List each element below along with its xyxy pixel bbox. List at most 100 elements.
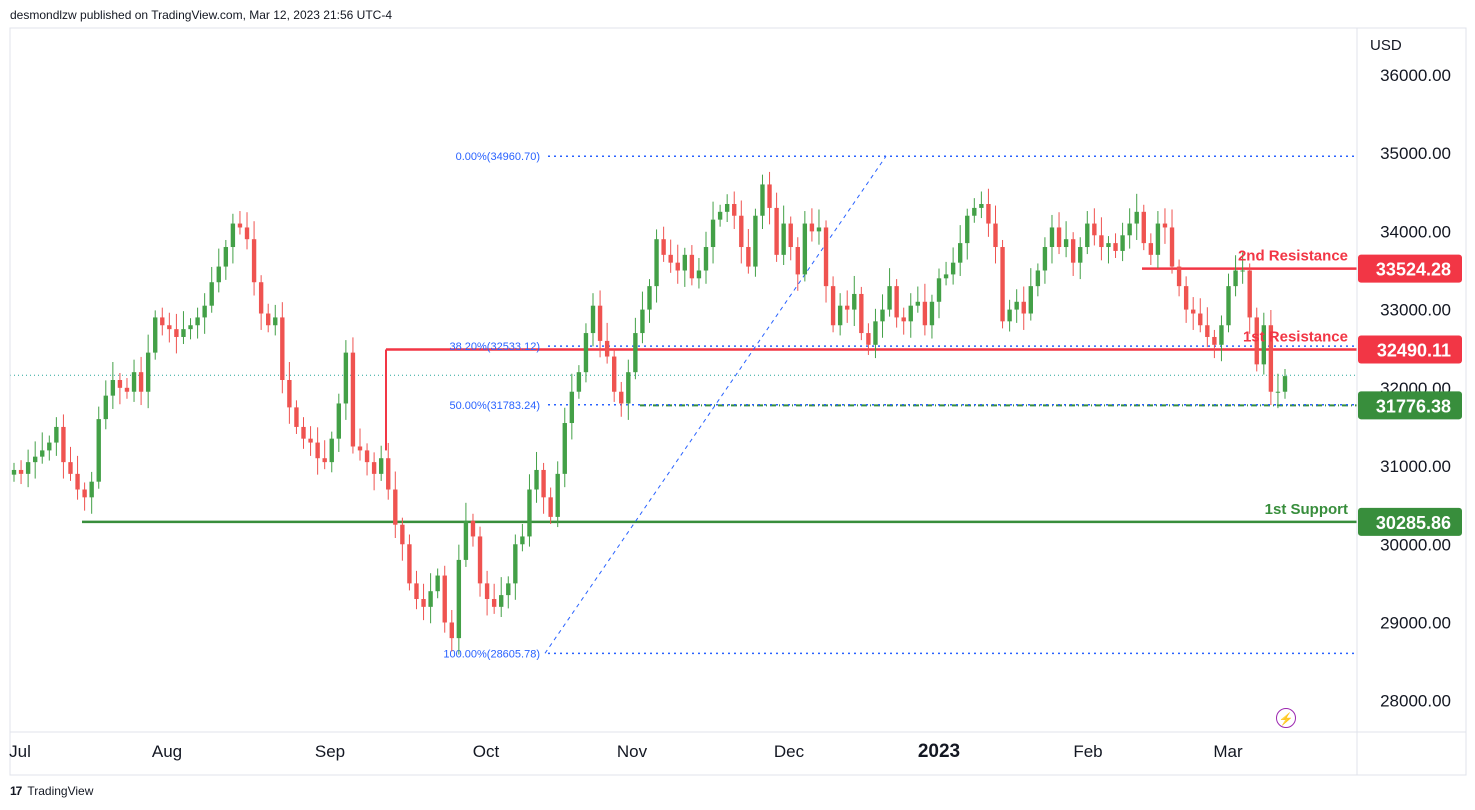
candle: [47, 435, 52, 461]
candle-body: [237, 223, 243, 228]
level-name-label: 2nd Resistance: [1238, 248, 1348, 265]
candle: [562, 407, 567, 488]
candle: [435, 568, 440, 599]
candle-body: [993, 223, 998, 248]
candle-body: [1282, 376, 1288, 392]
lightning-icon[interactable]: ⚡: [1276, 708, 1296, 728]
candle-body: [400, 524, 405, 545]
candle-body: [484, 583, 490, 600]
candle: [732, 191, 737, 230]
candle-body: [145, 352, 151, 392]
candle: [901, 307, 906, 335]
candle-body: [682, 254, 687, 271]
candle: [710, 201, 716, 264]
candle: [1092, 208, 1097, 246]
candle: [830, 276, 836, 333]
candle: [1148, 233, 1154, 266]
candle-body: [746, 247, 751, 267]
candle-body: [845, 305, 850, 310]
candle: [400, 517, 405, 561]
candle-body: [1240, 270, 1245, 272]
candle-body: [986, 204, 991, 224]
candle: [1247, 263, 1252, 334]
candle: [414, 570, 419, 610]
candle: [619, 381, 624, 417]
candle-body: [555, 473, 560, 517]
candle: [633, 317, 638, 380]
candle: [54, 417, 59, 456]
candle-body: [1092, 223, 1097, 236]
candle-body: [301, 426, 306, 439]
candle-body: [859, 293, 864, 334]
level-name-label: 1st Resistance: [1243, 328, 1348, 345]
candle-body: [258, 282, 264, 314]
candle-body: [1014, 301, 1019, 310]
candle-body: [428, 591, 433, 607]
candle: [795, 237, 800, 291]
x-tick-label: 2023: [918, 741, 960, 762]
candle: [612, 349, 617, 402]
candle-body: [1021, 301, 1026, 314]
candle: [957, 225, 963, 276]
candle-body: [640, 309, 645, 334]
candle: [82, 482, 87, 511]
candle: [576, 365, 582, 399]
candle-body: [329, 438, 334, 463]
candle: [273, 304, 278, 336]
candle: [1198, 298, 1203, 333]
candle-body: [576, 372, 582, 392]
footer-brand[interactable]: 17 TradingView: [10, 784, 93, 798]
candle-body: [894, 286, 899, 318]
candle: [237, 211, 243, 235]
candle: [181, 311, 186, 345]
candle-body: [929, 301, 935, 326]
candle-body: [294, 407, 299, 427]
candle-body: [491, 599, 497, 607]
fib-level-label: 50.00%(31783.24): [449, 400, 540, 412]
candle: [597, 290, 603, 358]
candle-body: [1120, 235, 1125, 251]
candle: [1120, 222, 1125, 262]
candle-body: [1212, 336, 1217, 345]
candle-body: [1049, 227, 1055, 248]
candle: [61, 414, 66, 479]
candle-body: [322, 458, 327, 463]
price-tag: [1358, 254, 1462, 283]
candle: [1070, 232, 1076, 276]
candle: [153, 310, 158, 360]
candle-body: [1000, 247, 1005, 322]
price-tag-label: 30285.86: [1376, 513, 1451, 533]
candle-body: [456, 559, 462, 639]
y-tick-label: 29000.00: [1380, 613, 1451, 632]
x-tick-label: Mar: [1213, 742, 1243, 761]
candle: [68, 446, 73, 481]
candle-body: [1155, 223, 1161, 255]
candle: [1021, 286, 1026, 330]
level-labels: 2nd Resistance 33524.28 1st Resistance 3249…: [1238, 248, 1462, 536]
candle-body: [1127, 223, 1132, 236]
candle-body: [569, 391, 575, 424]
candle: [922, 283, 928, 336]
currency-label: USD: [1370, 37, 1402, 54]
candle: [357, 428, 363, 461]
candle-body: [1247, 270, 1252, 318]
candle-body: [1106, 243, 1111, 248]
candle: [463, 502, 469, 567]
candle: [908, 293, 913, 338]
candle-body: [619, 391, 624, 404]
candle-body: [75, 473, 80, 490]
candle: [124, 378, 130, 399]
candle: [258, 275, 264, 330]
candle-body: [68, 462, 73, 474]
candle: [604, 322, 610, 364]
candle: [301, 417, 306, 449]
candle-body: [280, 317, 285, 380]
candle: [972, 198, 977, 223]
candle-body: [668, 254, 673, 263]
candle-body: [110, 380, 116, 396]
candle: [1134, 193, 1139, 240]
candle-body: [18, 469, 24, 474]
x-tick-label: Nov: [617, 742, 648, 761]
price-tag: [1358, 507, 1462, 536]
